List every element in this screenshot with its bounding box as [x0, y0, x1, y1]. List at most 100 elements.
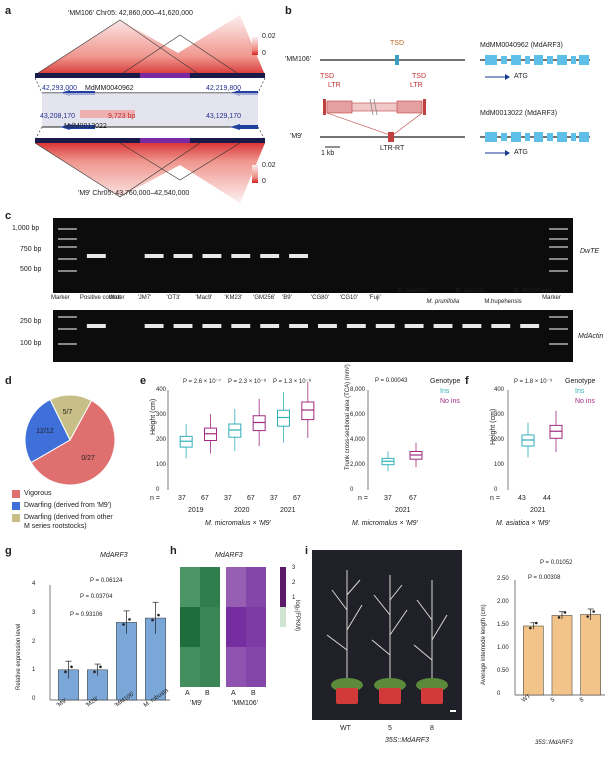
e-genotype: Genotype [430, 378, 461, 385]
i-plant-drawings [326, 570, 456, 712]
e-n-value: 37 [178, 495, 186, 502]
d-legend-swatch-other [12, 514, 20, 522]
i-photo-label-8: 8 [430, 725, 434, 732]
b-tsd-right: TSD [412, 73, 426, 80]
e-n-value: 67 [247, 495, 255, 502]
pie-slice [24, 398, 71, 464]
b-atg-top: ATG [514, 73, 528, 80]
e-pval2: P = 0.00043 [375, 378, 408, 384]
dwte-band [144, 254, 164, 258]
c-ladder-250: 250 bp [20, 318, 42, 325]
bar-ytick: 1.00 [497, 645, 509, 651]
g-title: MdARF3 [100, 552, 128, 559]
ladder-band [58, 316, 77, 318]
c-lane-label: 'GM256' [253, 295, 276, 301]
c-ladder-1000: 1,000 bp [12, 225, 40, 232]
data-point [592, 610, 595, 613]
g-bar-chart [49, 585, 170, 701]
h-col-label: A [231, 690, 236, 697]
b-atg-bottom: ATG [514, 149, 528, 156]
f-ytick: 300 [494, 412, 505, 418]
e-ytick2: 8,000 [350, 387, 366, 393]
heatmap-cell [180, 567, 200, 607]
data-point [563, 611, 567, 614]
c-lane-label: 'Mac9' [195, 295, 213, 301]
h-scale-label: log₂(FPKM) [294, 600, 300, 631]
e-n2-value: 67 [409, 495, 417, 502]
g-pval-2: P = 0.03704 [80, 594, 113, 600]
e-pval: P = 2.6 × 10⁻⁷ [183, 379, 221, 385]
c-ladder-100: 100 bp [20, 340, 42, 347]
heatmap-cell [226, 647, 246, 687]
bar-ytick: 2.00 [497, 599, 509, 605]
e-height-boxplot [167, 382, 315, 490]
ladder-band [549, 316, 568, 318]
ladder-band [58, 270, 77, 272]
mdactin-band [404, 324, 424, 328]
i-bar-construct: 35S::MdARF3 [535, 740, 573, 746]
bar-ytick: 1 [32, 667, 36, 674]
f-year: 2021 [530, 507, 546, 514]
a-bottom-title: 'M9' Chr05: 43,760,000–42,540,000 [78, 190, 190, 197]
e-ytick2: 6,000 [350, 412, 366, 418]
c-lane-label: Marker [51, 295, 70, 301]
c-gene-dwte: DwTE [580, 248, 600, 255]
h-scale-tick: 2 [292, 580, 296, 586]
data-point [529, 626, 532, 630]
c-lane-label: 'JM7' [137, 295, 152, 301]
e-year: 2021 [280, 507, 296, 514]
ladder-band [549, 270, 568, 272]
e-year2: 2021 [395, 507, 411, 514]
ladder-band [58, 228, 77, 230]
c-lane-label: M. prunifolia [426, 299, 460, 305]
a-top-heatmap [35, 15, 265, 75]
f-ytick: 200 [494, 437, 505, 443]
d-legend-m9: Dwarfing (derived from 'M9') [24, 502, 112, 509]
bar-ytick: 2.50 [497, 576, 509, 582]
dwte-band [173, 254, 193, 258]
pie-slice [49, 394, 93, 442]
f-legend-noins: No ins [575, 398, 595, 405]
data-point [64, 670, 67, 674]
e-cross: M. micromalus × 'M9' [205, 520, 271, 527]
heatmap-cell [180, 647, 200, 687]
e-n-value: 67 [293, 495, 301, 502]
bar [523, 625, 544, 696]
mdactin-band [318, 324, 337, 328]
e-n-value: 67 [201, 495, 209, 502]
heatmap-cell [246, 567, 266, 607]
a-coord-bl: 43,208,170 [40, 113, 76, 120]
ladder-band [549, 258, 568, 260]
ladder-band [58, 258, 77, 260]
c-lane-label: 'B9' [282, 295, 292, 301]
h-scale-tick: 1 [292, 595, 296, 601]
h-group-mm106: 'MM106' [232, 700, 259, 707]
e-ytick: 200 [156, 437, 167, 443]
c-lane-label: M.hupehensis [484, 299, 522, 305]
ladder-band [549, 246, 568, 248]
e-year: 2020 [234, 507, 250, 514]
dwte-band [86, 254, 106, 258]
bar-ytick: 1.50 [497, 622, 509, 628]
bar-ylabel: Relative expression level [16, 623, 22, 690]
f-ytick: 0 [494, 487, 498, 493]
mdactin-band [520, 324, 540, 328]
e-n-label: n = [150, 495, 160, 502]
data-point [157, 613, 160, 617]
dwte-band [289, 254, 308, 258]
data-point [535, 621, 538, 625]
e-cross2: M. micromalus × 'M9' [352, 520, 418, 527]
heatmap-scale [280, 607, 286, 627]
d-legend-swatch-vigorous [12, 490, 20, 498]
panel-label-g: g [5, 545, 12, 557]
a-coord-tl: 42,293,000 [42, 85, 78, 92]
c-lane-label: 'CG80' [311, 295, 329, 301]
a-scale-top-min: 0 [262, 50, 266, 57]
a-gene-top: MdMM0040962 [85, 85, 134, 92]
data-point [128, 618, 131, 621]
mdactin-band [462, 324, 482, 328]
a-scale-top-max: 0.02 [262, 33, 276, 40]
c-ladder-500: 500 bp [20, 266, 42, 273]
f-ytick: 400 [494, 387, 505, 393]
e-ytick2: 2,000 [350, 462, 366, 468]
